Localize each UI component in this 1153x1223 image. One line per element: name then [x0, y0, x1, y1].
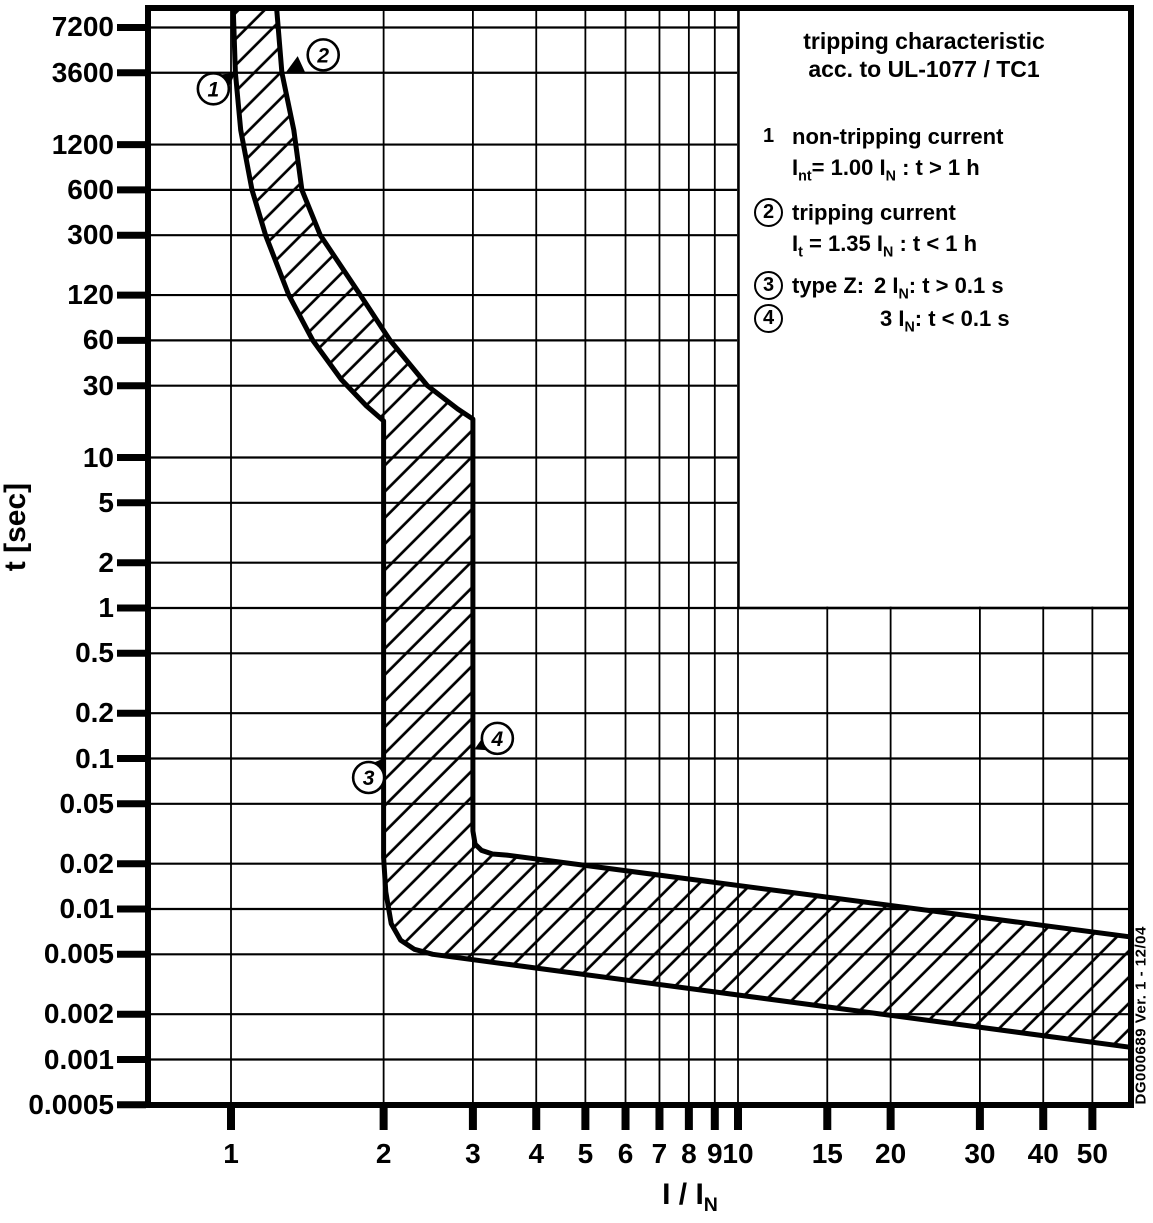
y-tick-label: 0.02: [59, 847, 115, 879]
y-tick-label: 0.001: [43, 1043, 114, 1075]
y-tick-label: 0.0005: [28, 1088, 114, 1120]
x-tick-label: 7: [651, 1138, 668, 1169]
marker-1-label: 1: [208, 78, 220, 101]
x-tick-label: 8: [681, 1138, 697, 1169]
marker-2-circle: [306, 38, 341, 72]
x-tick-label: 10: [722, 1138, 754, 1169]
marker-4-label: 4: [491, 728, 504, 751]
marker-3-circle: [351, 760, 386, 795]
y-tick-label: 2: [98, 546, 114, 578]
x-tick-label: 20: [875, 1138, 907, 1169]
y-tick-label: 0.2: [75, 697, 114, 729]
plot-border: [145, 5, 1134, 1108]
x-tick-label: 3: [465, 1138, 481, 1169]
y-tick-label: 1: [98, 592, 114, 623]
x-tick-label: 50: [1076, 1138, 1108, 1169]
tripping-band: [230, 8, 1131, 1050]
y-tick-label: 600: [67, 173, 114, 205]
x-tick-label: 30: [964, 1138, 996, 1169]
y-tick-label: 0.05: [59, 787, 115, 819]
y-tick-label: 60: [82, 324, 114, 356]
y-tick-label: 7200: [51, 11, 114, 43]
x-axis-title: I / IN: [662, 1178, 718, 1216]
y-tick-label: 0.5: [75, 637, 114, 669]
x-tick-label: 6: [617, 1138, 634, 1169]
x-tick-label: 40: [1027, 1138, 1059, 1169]
y-tick-label: 3600: [51, 56, 114, 88]
legend-box: [737, 8, 1131, 607]
marker-2-label: 2: [316, 44, 329, 67]
document-reference-note: DG000689 Ver. 1 - 12/04: [1132, 926, 1150, 1105]
y-tick-label: 1200: [51, 128, 114, 160]
marker-4-circle: [480, 721, 515, 756]
marker-1-circle: [196, 71, 231, 106]
y-tick-label: 30: [82, 369, 114, 401]
y-tick-label: 0.002: [43, 998, 114, 1030]
marker-2-wedge-icon: [286, 56, 306, 74]
y-tick-label: 0.01: [59, 893, 115, 924]
y-tick-label: 5: [98, 486, 114, 518]
x-tick-label: 9: [707, 1138, 723, 1169]
y-tick-label: 120: [67, 279, 114, 311]
y-tick-label: 0.1: [75, 742, 114, 774]
marker-3-label: 3: [363, 767, 375, 790]
y-tick-label: 10: [82, 441, 114, 473]
x-tick-label: 2: [375, 1138, 392, 1169]
x-tick-label: 15: [811, 1138, 843, 1169]
y-tick-label: 300: [67, 219, 114, 251]
y-axis-title: t [sec]: [0, 482, 32, 572]
x-tick-label: 5: [577, 1138, 594, 1169]
x-tick-label: 1: [223, 1138, 239, 1169]
x-tick-label: 4: [528, 1138, 545, 1169]
y-tick-label: 0.005: [43, 938, 114, 970]
